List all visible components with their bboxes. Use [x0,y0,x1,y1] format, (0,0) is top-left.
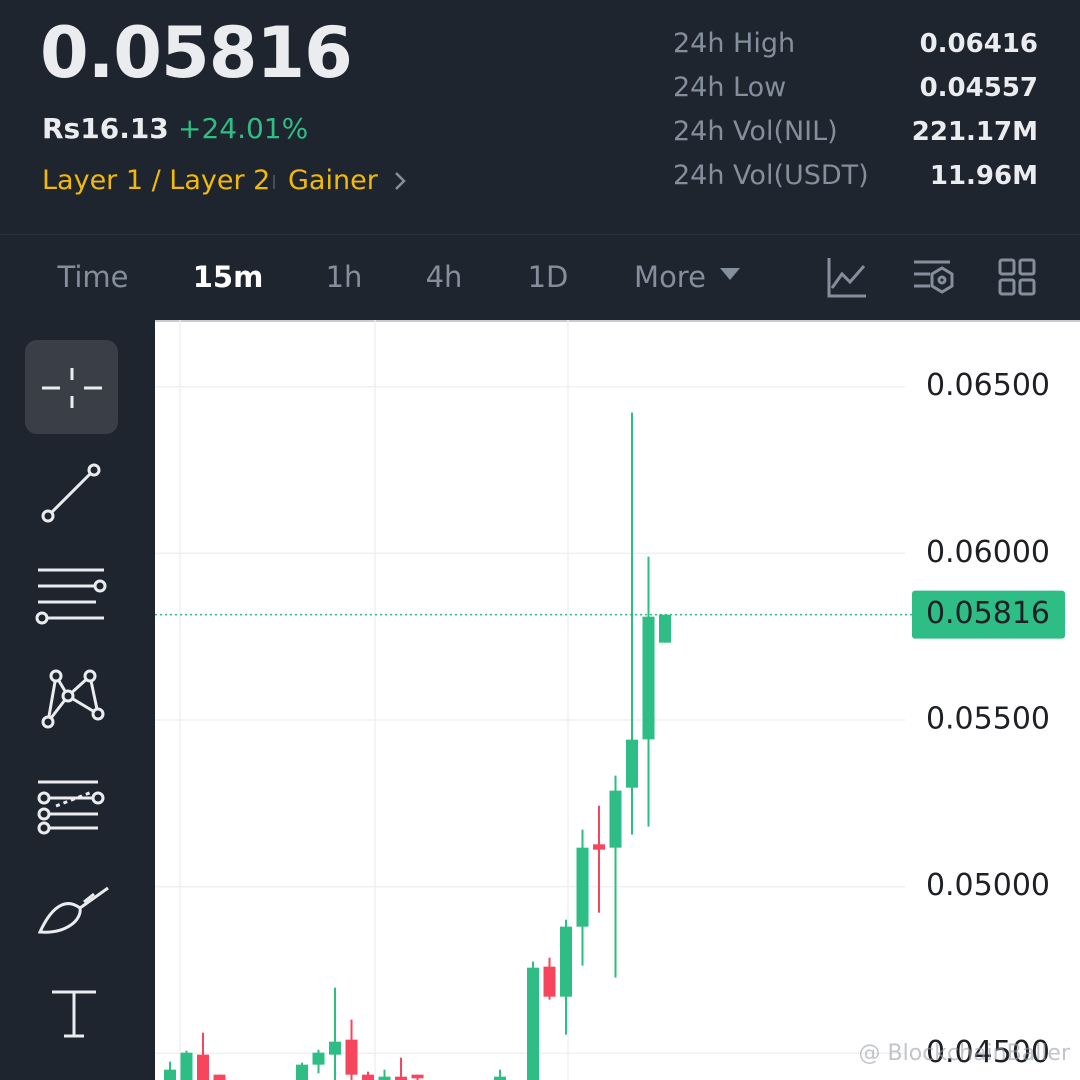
last-price-box [912,590,1065,639]
fiat-price: Rs16.13 [42,112,169,145]
stat-value: 11.96M [929,161,1038,191]
separator [0,234,1080,235]
indicator-icon[interactable] [827,258,866,298]
y-tick-label: 0.05000 [926,868,1050,903]
candle-body [197,1054,209,1080]
parallel-tool[interactable] [35,568,107,625]
price: 0.05816 [40,12,353,94]
candle-body [378,1076,391,1080]
text-tool[interactable] [52,990,96,1038]
chevron [395,172,406,190]
tab[interactable]: More [634,260,706,294]
candle-body [345,1039,358,1075]
dropdown-arrow [720,268,740,280]
candle-body [593,844,605,850]
tag[interactable]: Gainer [288,165,378,196]
layout-icon[interactable] [998,258,1036,296]
stat-label: 24h Vol(NIL) [673,116,838,147]
tab[interactable]: 15m [192,260,264,294]
y-tick-label: 0.06000 [926,535,1050,570]
candle-body [560,926,572,997]
candle-body [642,616,655,740]
stat-label: 24h Vol(USDT) [673,160,869,191]
chart-top-border [155,320,1080,322]
candle-body [609,790,622,848]
candle-body [395,1076,407,1080]
y-tick-label: 0.05500 [926,702,1050,737]
candle-body [626,739,638,788]
tab[interactable]: 1h [325,260,363,294]
candle-body [527,967,539,1080]
candle-body [164,1069,176,1080]
stat-value: 0.04557 [919,73,1038,103]
candle-body [543,966,556,997]
y-tick-label: 0.06500 [926,368,1050,403]
tool-icons [827,258,1036,298]
candle-body [576,847,589,927]
last-price-label: 0.05816 [926,596,1050,631]
candle-body [659,614,671,643]
chart-background [155,320,1080,1080]
tag[interactable]: Layer 1 / Layer 2 [42,165,271,196]
stat-value: 221.17M [911,117,1038,147]
settings-icon[interactable] [914,260,954,294]
fib-tool[interactable] [37,780,105,835]
y-tick-label: 0.04500 [926,1035,1050,1070]
crosshair-tool[interactable] [25,340,118,434]
candle-body [494,1076,506,1080]
chart: 0.06500 0.06000 0.05500 0.05000 0.04500 0.058… [155,320,1080,1080]
candle-body [362,1074,374,1080]
candle-body [312,1052,325,1065]
candle-body [213,1074,226,1080]
tab[interactable]: Time [57,260,129,294]
candle-body [411,1074,424,1079]
stat-value: 0.06416 [919,29,1038,59]
tab[interactable]: 1D [527,260,569,294]
stat-label: 24h High [673,28,796,59]
divider [273,175,275,189]
stat-label: 24h Low [673,72,787,103]
tab[interactable]: 4h [425,260,463,294]
toolbar [25,340,118,1038]
candle-body [296,1064,308,1080]
candle-body [180,1052,193,1080]
pattern-tool[interactable] [41,669,105,729]
brush-tool[interactable] [37,886,109,934]
candle-body [329,1041,341,1055]
line-tool[interactable] [41,463,101,523]
change: +24.01% [178,112,309,145]
watermark: @ BlockchainBaller [859,1041,1071,1066]
